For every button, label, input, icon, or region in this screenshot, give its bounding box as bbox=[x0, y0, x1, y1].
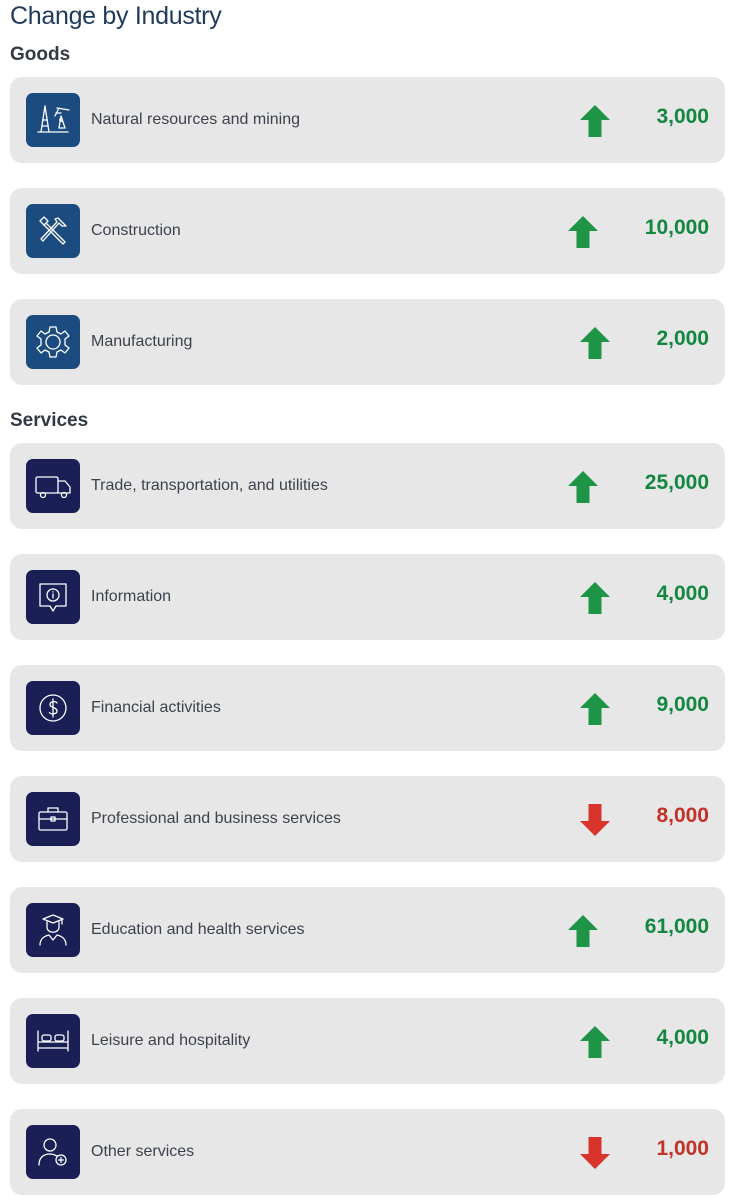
arrow-up-icon bbox=[580, 105, 610, 137]
gear-icon bbox=[26, 315, 80, 369]
industry-card-education: Education and health services 61,000 bbox=[10, 887, 725, 973]
tools-icon bbox=[26, 204, 80, 258]
arrow-up-icon bbox=[580, 1026, 610, 1058]
industry-label: Leisure and hospitality bbox=[91, 1032, 251, 1049]
industry-card-construction: Construction 10,000 bbox=[10, 188, 725, 274]
industry-label: Natural resources and mining bbox=[91, 111, 300, 128]
industry-value: 9,000 bbox=[656, 693, 709, 716]
arrow-up-icon bbox=[568, 216, 598, 248]
industry-value: 25,000 bbox=[644, 471, 709, 494]
industry-card-financial: Financial activities 9,000 bbox=[10, 665, 725, 751]
industry-label: Trade, transportation, and utilities bbox=[91, 477, 328, 494]
industry-card-natural-resources: Natural resources and mining 3,000 bbox=[10, 77, 725, 163]
industry-value: 4,000 bbox=[656, 582, 709, 605]
industry-value: 61,000 bbox=[644, 915, 709, 938]
services-heading: Services bbox=[10, 410, 89, 431]
industry-label: Professional and business services bbox=[91, 810, 341, 827]
industry-value: 8,000 bbox=[656, 804, 709, 827]
goods-heading: Goods bbox=[10, 44, 71, 65]
arrow-up-icon bbox=[568, 471, 598, 503]
arrow-up-icon bbox=[568, 915, 598, 947]
person-plus-icon bbox=[26, 1125, 80, 1179]
arrow-up-icon bbox=[580, 693, 610, 725]
industry-value: 2,000 bbox=[656, 327, 709, 350]
industry-card-information: Information 4,000 bbox=[10, 554, 725, 640]
industry-value: 3,000 bbox=[656, 105, 709, 128]
arrow-up-icon bbox=[580, 327, 610, 359]
industry-label: Other services bbox=[91, 1143, 195, 1160]
industry-card-other: Other services 1,000 bbox=[10, 1109, 725, 1195]
dollar-icon bbox=[26, 681, 80, 735]
arrow-up-icon bbox=[580, 582, 610, 614]
industry-label: Information bbox=[91, 588, 172, 605]
industry-label: Financial activities bbox=[91, 699, 221, 716]
info-icon bbox=[26, 570, 80, 624]
industry-label: Manufacturing bbox=[91, 333, 193, 350]
mining-icon bbox=[26, 93, 80, 147]
arrow-down-icon bbox=[580, 804, 610, 836]
briefcase-icon bbox=[26, 792, 80, 846]
arrow-down-icon bbox=[580, 1137, 610, 1169]
industry-label: Education and health services bbox=[91, 921, 305, 938]
graduate-icon bbox=[26, 903, 80, 957]
industry-card-leisure: Leisure and hospitality 4,000 bbox=[10, 998, 725, 1084]
industry-card-professional: Professional and business services 8,000 bbox=[10, 776, 725, 862]
bed-icon bbox=[26, 1014, 80, 1068]
industry-label: Construction bbox=[91, 222, 181, 239]
industry-card-trade: Trade, transportation, and utilities 25,… bbox=[10, 443, 725, 529]
industry-value: 10,000 bbox=[644, 216, 709, 239]
industry-value: 4,000 bbox=[656, 1026, 709, 1049]
industry-card-manufacturing: Manufacturing 2,000 bbox=[10, 299, 725, 385]
industry-value: 1,000 bbox=[656, 1137, 709, 1160]
page-title: Change by Industry bbox=[10, 2, 222, 30]
truck-icon bbox=[26, 459, 80, 513]
